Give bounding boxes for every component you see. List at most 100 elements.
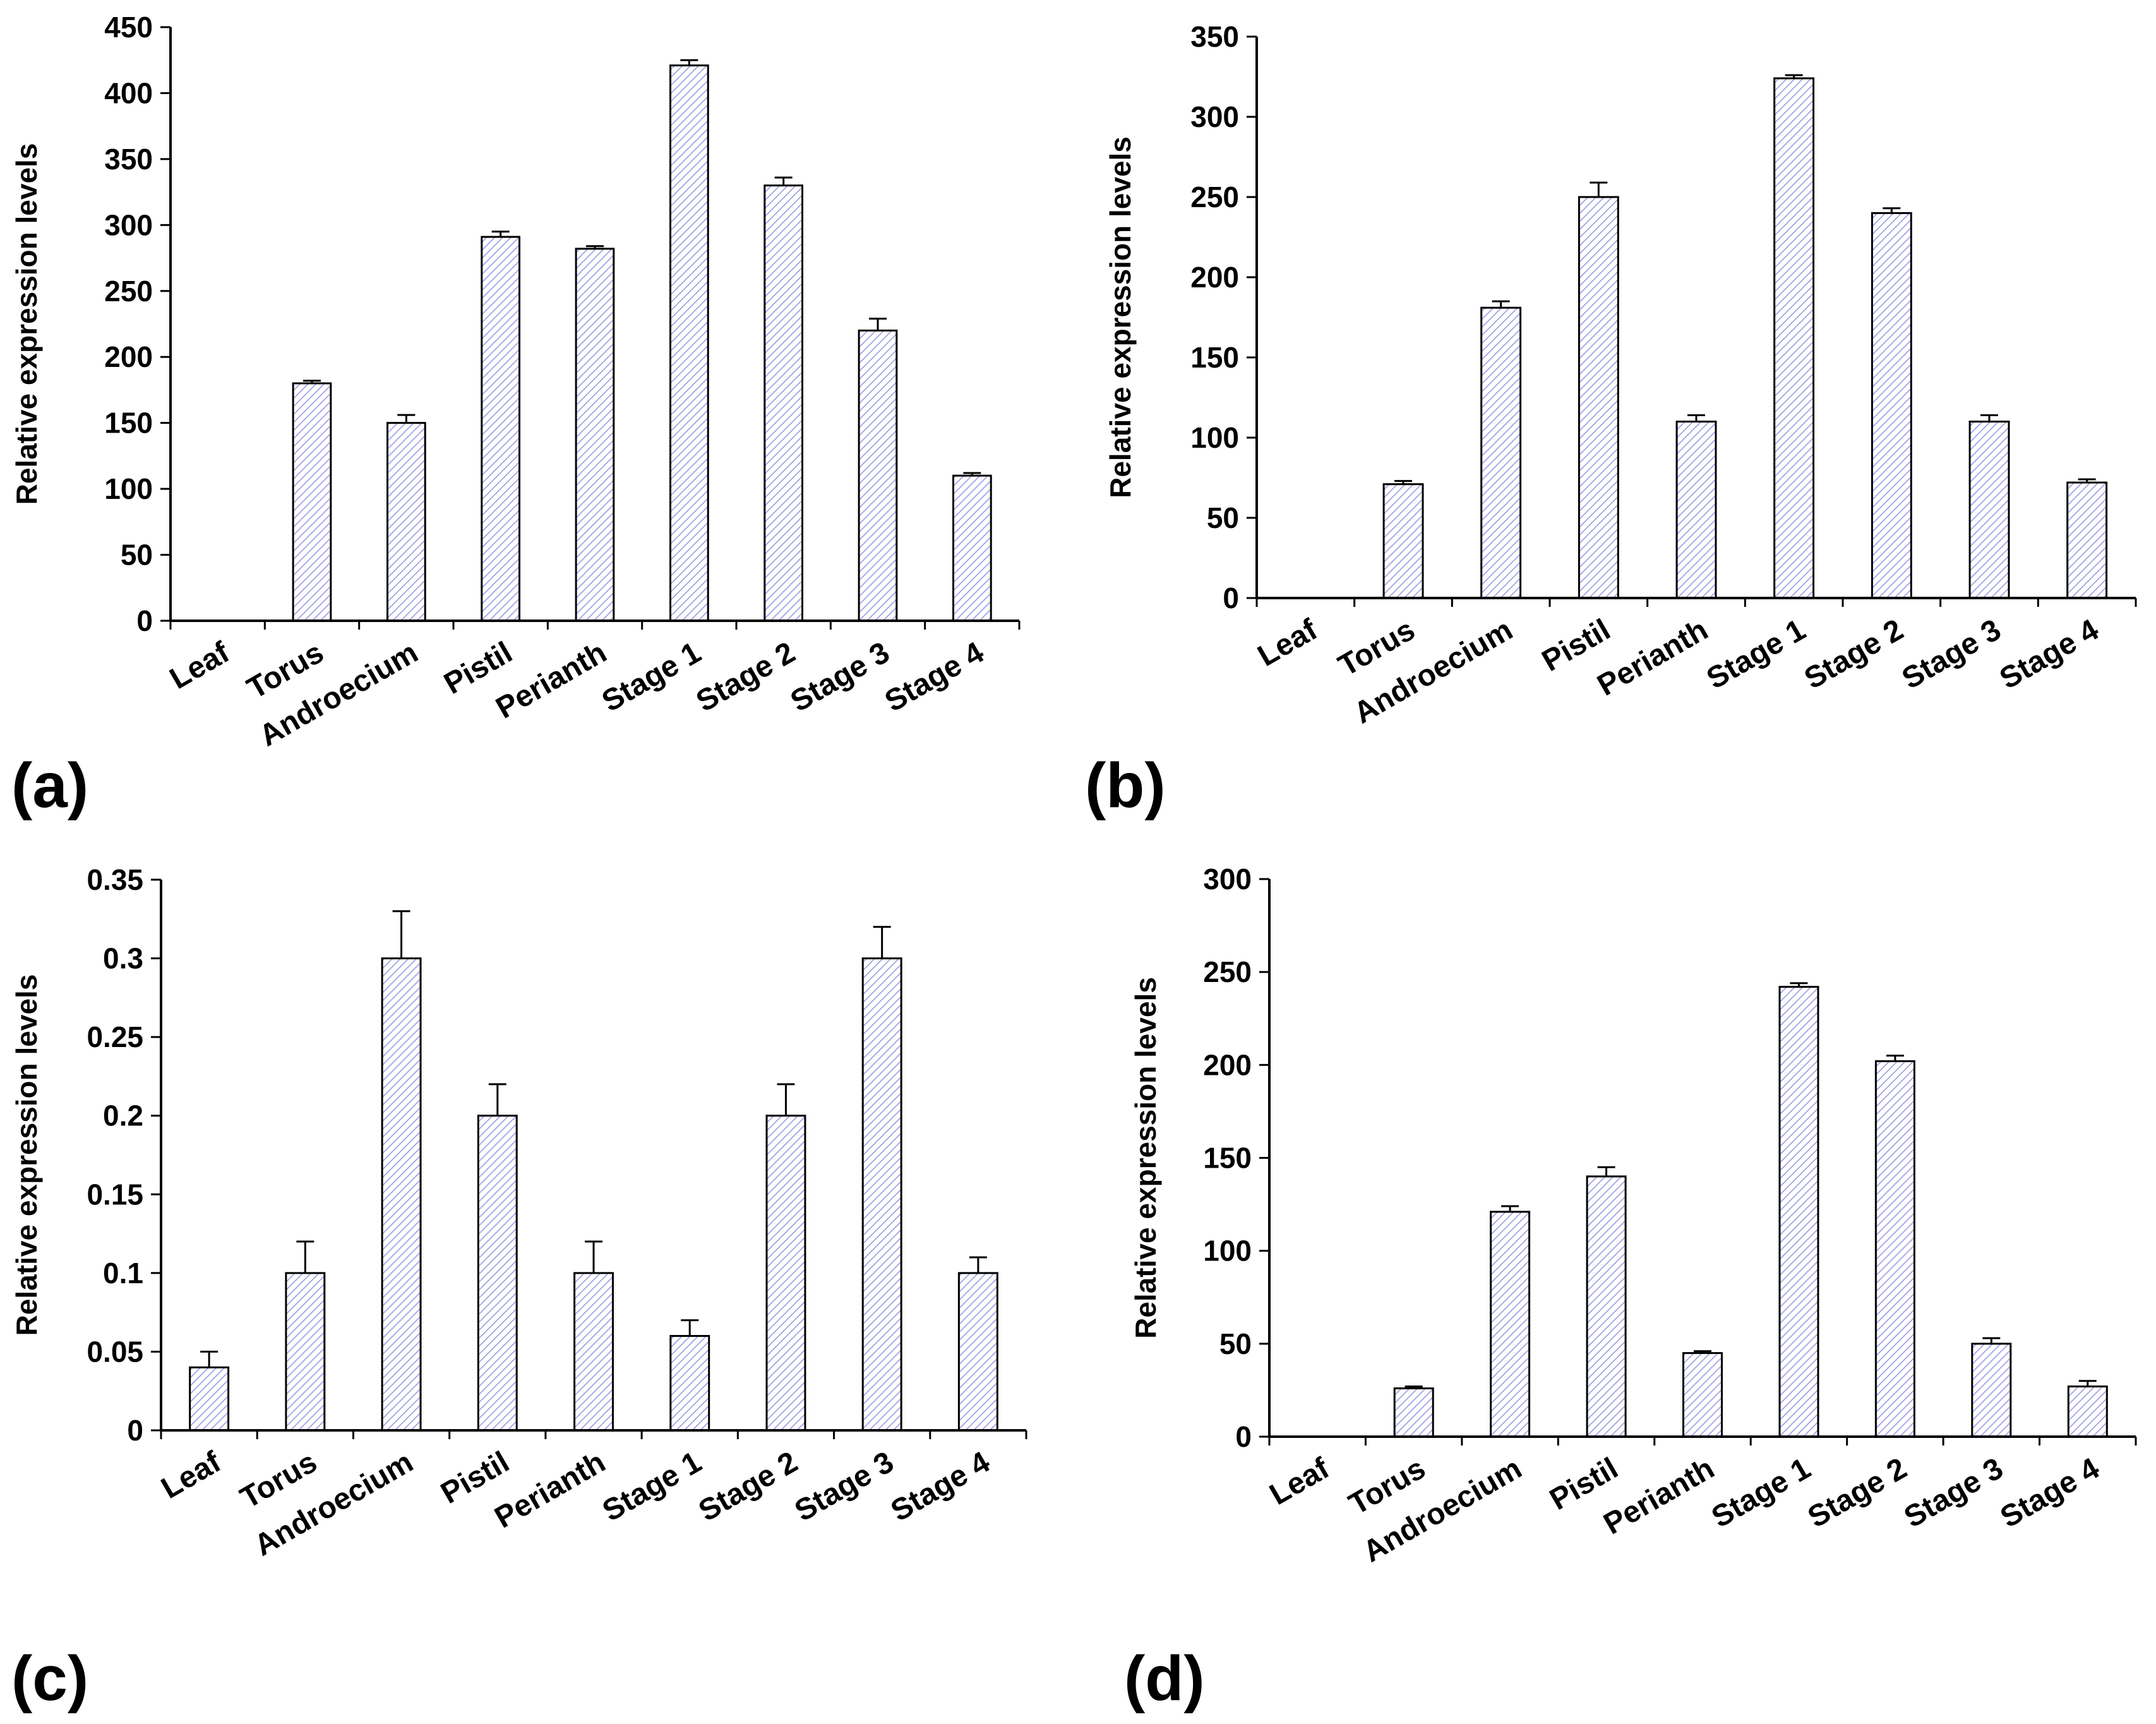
bar-a-8 (952, 474, 992, 622)
bar-c-7 (861, 957, 902, 1432)
bar-a-2 (386, 422, 426, 622)
error-bar-c-0 (200, 1350, 219, 1368)
bar-b-2 (1480, 306, 1522, 599)
y-tick-label-b-5: 250 (1190, 181, 1239, 213)
y-tick-label-a-8: 400 (104, 76, 153, 109)
category-label-a-8: Stage 4 (879, 635, 990, 718)
y-tick-label-d-2: 100 (1203, 1235, 1252, 1267)
y-tick-label-a-7: 350 (104, 143, 153, 176)
error-bar-d-7 (1982, 1337, 2001, 1344)
y-tick-label-b-0: 0 (1223, 582, 1239, 614)
category-label-a-5: Stage 1 (596, 636, 706, 719)
bar-c-8 (957, 1272, 998, 1432)
bar-a-4 (575, 248, 615, 622)
y-tick-label-c-3: 0.15 (87, 1178, 143, 1211)
y-tick-label-a-5: 250 (104, 275, 153, 308)
category-label-a-2: Androecium (254, 636, 424, 753)
error-bar-a-4 (586, 245, 604, 249)
y-tick-label-a-4: 200 (104, 340, 153, 373)
error-bar-a-2 (397, 414, 416, 423)
y-axis-title-d: Relative expression levels (1129, 977, 1162, 1339)
panel-a-label: (a) (11, 750, 88, 821)
y-tick-label-d-0: 0 (1235, 1420, 1252, 1453)
panel-c-label: (c) (11, 1643, 88, 1714)
bar-b-7 (1968, 421, 2010, 599)
error-bar-d-8 (2078, 1380, 2097, 1387)
error-bar-b-8 (2078, 478, 2096, 483)
bar-d-1 (1393, 1387, 1434, 1438)
y-axis-title-a: Relative expression levels (10, 143, 43, 505)
category-label-d-0: Leaf (1264, 1451, 1336, 1512)
y-tick-label-b-4: 200 (1190, 261, 1239, 294)
bar-a-3 (481, 236, 520, 622)
y-tick-label-b-3: 150 (1190, 341, 1239, 374)
category-label-c-0: Leaf (156, 1445, 227, 1506)
y-tick-label-c-5: 0.25 (87, 1021, 143, 1053)
bar-d-8 (2067, 1386, 2108, 1438)
category-label-c-5: Stage 1 (597, 1446, 707, 1528)
error-bar-c-1 (296, 1240, 314, 1273)
bar-d-7 (1971, 1343, 2012, 1438)
bar-c-1 (285, 1272, 326, 1432)
category-label-d-7: Stage 3 (1898, 1452, 2008, 1535)
error-bar-c-3 (488, 1083, 506, 1116)
category-label-d-6: Stage 2 (1802, 1452, 1912, 1535)
error-bar-b-4 (1687, 414, 1705, 422)
error-bar-a-8 (963, 472, 981, 476)
bar-d-4 (1682, 1352, 1723, 1438)
y-tick-label-c-4: 0.2 (103, 1099, 143, 1132)
error-bar-d-6 (1886, 1055, 1904, 1062)
y-tick-label-d-5: 250 (1203, 955, 1252, 988)
y-tick-label-c-2: 0.1 (103, 1257, 143, 1290)
category-label-c-4: Perianth (489, 1446, 611, 1535)
y-tick-label-c-0: 0 (127, 1414, 143, 1447)
error-bar-a-5 (680, 59, 698, 66)
y-tick-label-a-9: 450 (104, 11, 153, 44)
y-tick-label-a-6: 300 (104, 208, 153, 241)
bar-a-6 (764, 184, 804, 622)
error-bar-c-2 (392, 910, 410, 959)
error-bar-a-6 (774, 176, 793, 186)
error-bar-b-7 (1980, 414, 1998, 422)
y-tick-label-b-2: 100 (1190, 421, 1239, 454)
error-bar-d-1 (1404, 1386, 1423, 1389)
bar-d-6 (1874, 1060, 1915, 1438)
category-label-a-7: Stage 3 (785, 636, 895, 719)
category-label-a-6: Stage 2 (691, 636, 801, 719)
y-tick-label-d-3: 150 (1203, 1142, 1252, 1175)
category-label-c-8: Stage 4 (885, 1445, 996, 1528)
error-bar-c-5 (681, 1319, 699, 1336)
panel-d-label: (d) (1124, 1643, 1205, 1714)
y-tick-label-c-1: 0.05 (87, 1335, 143, 1368)
bar-c-0 (189, 1366, 230, 1432)
category-label-d-4: Perianth (1598, 1452, 1720, 1541)
bar-b-1 (1382, 483, 1424, 599)
error-bar-a-1 (303, 380, 321, 383)
error-bar-c-7 (873, 926, 891, 959)
y-tick-label-d-6: 300 (1203, 863, 1252, 895)
y-tick-label-d-1: 50 (1219, 1327, 1252, 1360)
bar-c-5 (669, 1335, 710, 1432)
error-bar-c-4 (585, 1240, 602, 1273)
bar-c-3 (477, 1115, 518, 1432)
error-bar-b-5 (1785, 74, 1803, 79)
category-label-b-0: Leaf (1252, 613, 1324, 673)
category-label-d-8: Stage 4 (1995, 1451, 2105, 1534)
y-tick-label-c-6: 0.3 (103, 942, 143, 975)
category-label-b-4: Perianth (1592, 613, 1714, 703)
error-bar-b-3 (1590, 181, 1608, 197)
bar-b-4 (1675, 421, 1717, 599)
error-bar-b-1 (1394, 480, 1412, 484)
bar-a-1 (292, 382, 332, 622)
y-tick-label-a-0: 0 (136, 604, 153, 637)
y-tick-label-b-6: 300 (1190, 100, 1239, 133)
category-label-c-7: Stage 3 (789, 1446, 899, 1528)
category-label-b-6: Stage 2 (1799, 613, 1908, 696)
bar-b-6 (1871, 212, 1912, 599)
error-bar-b-6 (1883, 207, 1901, 213)
bar-a-7 (858, 329, 898, 622)
bar-b-5 (1773, 77, 1815, 599)
